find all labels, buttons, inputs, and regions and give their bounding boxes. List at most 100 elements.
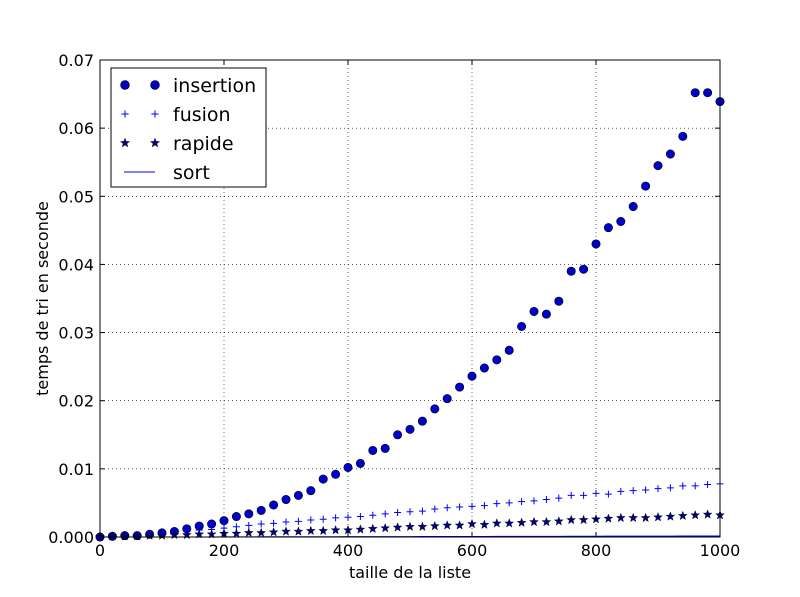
legend-label-insertion: insertion: [173, 75, 256, 97]
data-point-fusion: [294, 517, 302, 525]
data-point-fusion: [344, 513, 352, 521]
y-tick-label: 0.03: [58, 324, 94, 343]
legend-label-rapide: rapide: [173, 133, 234, 155]
legend-label-fusion: fusion: [173, 104, 231, 126]
data-point-insertion: [306, 486, 316, 496]
data-point-insertion: [479, 363, 489, 373]
data-point-rapide: [454, 520, 465, 530]
data-point-insertion: [256, 505, 266, 515]
y-tick-label: 0.04: [58, 255, 94, 274]
plot-frame: [99, 59, 721, 538]
legend-marker-rapide: [149, 137, 161, 148]
data-point-fusion: [580, 491, 588, 499]
data-point-rapide: [653, 512, 663, 522]
data-point-rapide: [380, 522, 391, 533]
data-point-fusion: [332, 514, 340, 522]
axis-ticks: 0 200 400 600 800 1000 0.000 0.01 0.02 0.03 0.04 0.…: [48, 51, 740, 560]
data-point-insertion: [293, 490, 303, 500]
x-tick-label: 1000: [700, 541, 741, 560]
x-tick-label: 0: [95, 541, 105, 560]
data-point-rapide: [157, 530, 167, 540]
data-point-rapide: [677, 510, 688, 521]
legend-marker-insertion: [150, 80, 160, 90]
data-point-rapide: [467, 518, 477, 529]
data-point-fusion: [282, 518, 290, 526]
x-tick-label: 800: [581, 541, 612, 560]
y-tick-label: 0.01: [58, 460, 94, 479]
data-point-insertion: [641, 181, 651, 191]
data-point-rapide: [355, 524, 366, 534]
data-point-rapide: [541, 516, 552, 527]
data-point-fusion: [257, 520, 265, 528]
data-point-fusion: [431, 505, 439, 513]
data-point-fusion: [480, 502, 488, 510]
data-point-rapide: [591, 514, 601, 524]
data-point-fusion: [369, 511, 377, 519]
series-insertion: [95, 88, 725, 542]
data-point-fusion: [666, 484, 674, 492]
data-point-fusion: [319, 515, 327, 523]
data-point-fusion: [679, 482, 687, 490]
data-point-rapide: [615, 512, 626, 523]
data-point-fusion: [356, 513, 364, 521]
data-point-rapide: [132, 531, 143, 541]
data-point-fusion: [604, 490, 612, 498]
data-point-insertion: [430, 404, 440, 414]
y-tick-label: 0.07: [58, 51, 94, 70]
data-point-rapide: [702, 509, 713, 519]
data-point-insertion: [678, 131, 688, 141]
legend: insertion fusion rapide sort: [110, 67, 267, 188]
legend-marker-fusion: [151, 110, 159, 118]
data-point-insertion: [343, 462, 353, 472]
data-point-insertion: [628, 202, 638, 212]
data-point-rapide: [566, 514, 577, 525]
legend-marker-fusion: [121, 110, 129, 118]
y-axis-label: temps de tri en seconde: [33, 201, 52, 396]
data-point-rapide: [144, 530, 155, 540]
data-point-insertion: [417, 416, 427, 426]
data-point-insertion: [616, 216, 626, 226]
data-point-rapide: [442, 520, 453, 530]
data-point-insertion: [442, 394, 452, 404]
data-point-insertion: [331, 469, 341, 479]
y-tick-label: 0.000: [48, 528, 94, 547]
data-point-insertion: [603, 223, 613, 233]
data-point-rapide: [243, 527, 254, 538]
data-point-insertion: [244, 509, 254, 519]
data-point-fusion: [555, 494, 563, 502]
data-point-rapide: [293, 526, 304, 536]
y-tick-label: 0.06: [58, 119, 94, 138]
data-point-fusion: [642, 486, 650, 494]
data-point-fusion: [542, 496, 550, 504]
data-point-rapide: [529, 516, 539, 527]
data-point-rapide: [628, 512, 639, 523]
legend-entry-fusion: fusion: [121, 104, 231, 126]
data-point-insertion: [231, 512, 241, 522]
series-rapide: [95, 509, 725, 542]
data-point-fusion: [307, 516, 315, 524]
data-point-fusion: [381, 510, 389, 518]
data-point-fusion: [493, 500, 501, 508]
data-point-insertion: [665, 149, 675, 159]
data-point-rapide: [206, 529, 217, 539]
data-point-insertion: [219, 516, 229, 526]
legend-label-sort: sort: [173, 162, 210, 184]
data-point-fusion: [691, 482, 699, 490]
data-point-fusion: [456, 503, 464, 511]
data-point-rapide: [417, 521, 428, 531]
data-point-rapide: [504, 518, 515, 528]
data-point-rapide: [107, 531, 118, 541]
data-point-rapide: [553, 516, 564, 526]
data-point-insertion: [380, 443, 390, 453]
data-point-insertion: [541, 309, 551, 319]
data-point-rapide: [281, 526, 291, 536]
data-point-insertion: [455, 382, 465, 392]
data-point-rapide: [305, 525, 316, 536]
data-point-rapide: [429, 520, 440, 531]
data-point-insertion: [653, 161, 663, 171]
data-point-fusion: [654, 485, 662, 493]
data-point-fusion: [418, 507, 426, 515]
data-point-fusion: [394, 508, 402, 516]
data-point-rapide: [194, 529, 205, 539]
